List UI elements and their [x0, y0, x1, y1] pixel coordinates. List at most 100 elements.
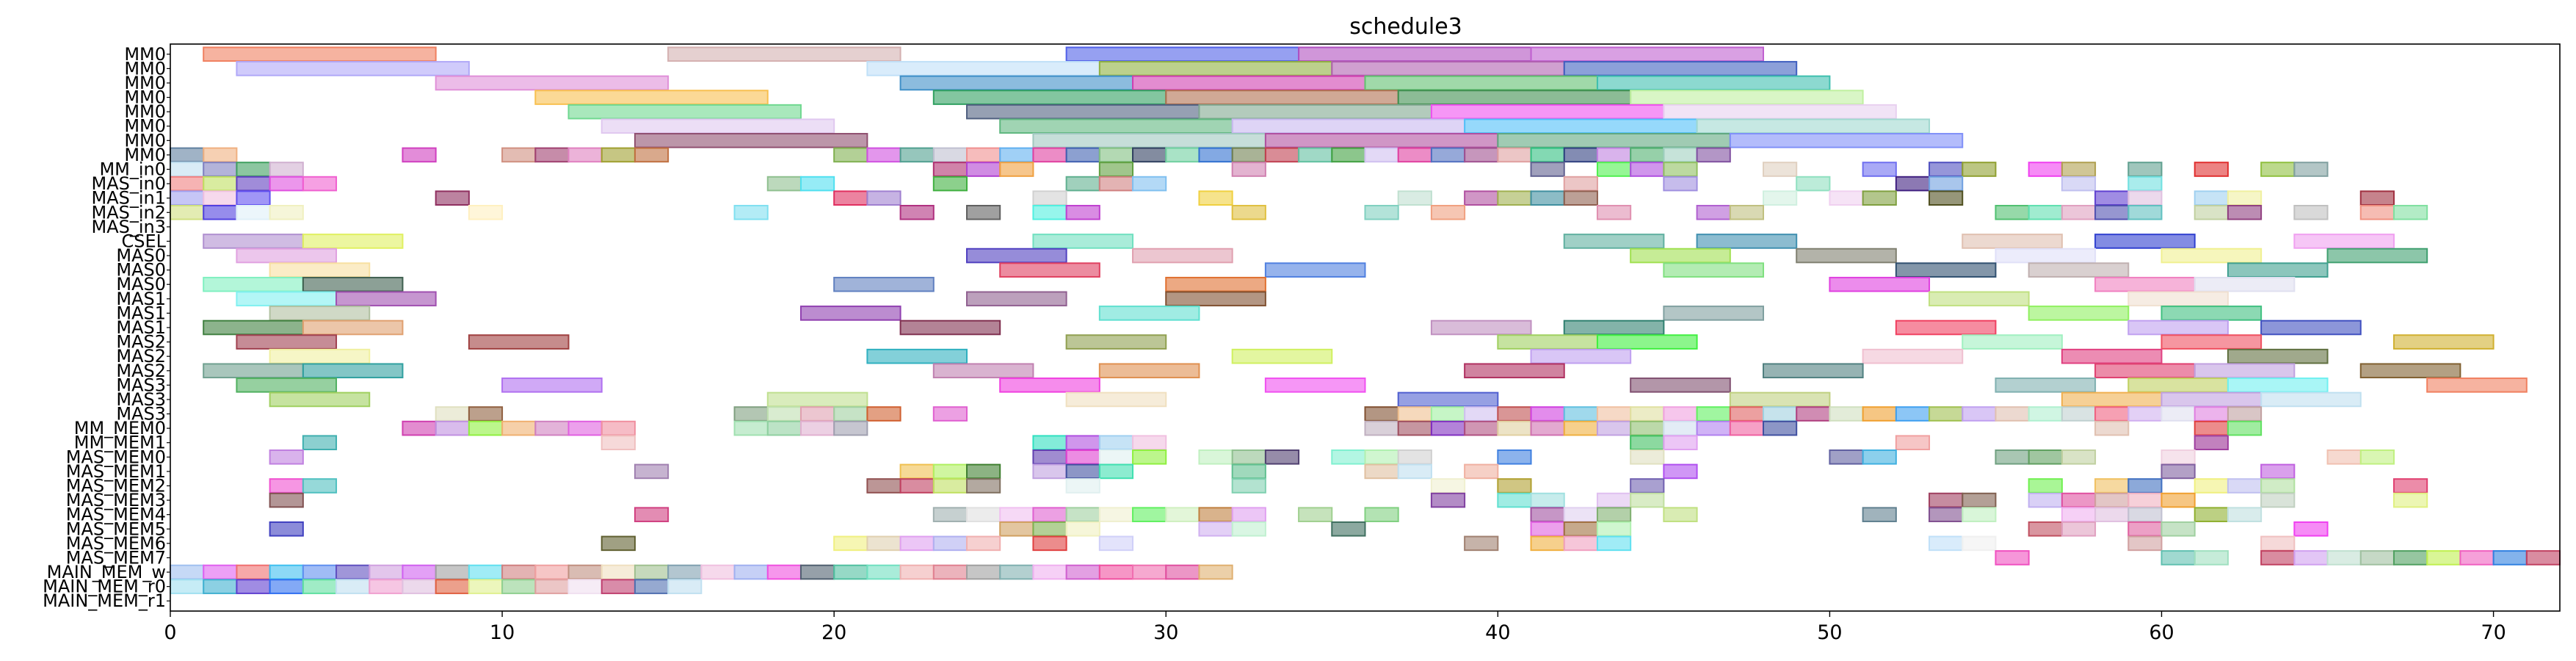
task-bar [2228, 479, 2261, 493]
task-bar [170, 162, 203, 176]
task-bar [1564, 62, 1796, 76]
task-bar [1929, 494, 1962, 508]
task-bar [2294, 522, 2327, 536]
task-bar [967, 292, 1067, 306]
task-bar [834, 278, 934, 292]
task-bar [934, 465, 967, 479]
task-bar [2195, 191, 2228, 205]
task-bar [1166, 148, 1199, 162]
task-bar [768, 177, 801, 191]
task-bar [1531, 191, 1564, 205]
task-bar [1398, 407, 1432, 421]
task-bar [1630, 479, 1663, 493]
task-bar [502, 566, 535, 579]
task-bar [2228, 263, 2328, 277]
task-bar [1398, 148, 1432, 162]
task-bar [1630, 90, 1862, 104]
task-bar [502, 422, 535, 436]
task-bar [1398, 465, 1432, 479]
task-bar [303, 234, 403, 248]
task-bar [203, 177, 236, 191]
task-bar [1663, 177, 1697, 191]
task-bar [1663, 436, 1697, 449]
task-bar [236, 177, 269, 191]
task-bar [668, 566, 701, 579]
task-bar [569, 422, 602, 436]
task-bar [901, 148, 934, 162]
task-bar [2195, 508, 2228, 521]
task-bar [270, 306, 370, 320]
task-bar [1033, 522, 1066, 536]
task-bar [1100, 162, 1133, 176]
task-bar [2195, 162, 2228, 176]
task-bar [270, 522, 303, 536]
task-bar [303, 177, 336, 191]
task-bar [1962, 162, 1995, 176]
task-bar [369, 579, 402, 593]
task-bar [2128, 162, 2161, 176]
task-bar [2062, 177, 2095, 191]
task-bar [635, 508, 668, 521]
task-bar [901, 479, 934, 493]
task-bar [2261, 465, 2294, 479]
task-bar [1398, 90, 1630, 104]
task-bar [1498, 422, 1531, 436]
task-bar [236, 335, 336, 349]
task-bar [1531, 508, 1564, 521]
task-bar [1597, 76, 1829, 90]
task-bar [1995, 249, 2095, 263]
task-bar [1962, 335, 2062, 349]
task-bar [1465, 148, 1498, 162]
row-label: MAIN_MEM_r1 [43, 590, 166, 611]
task-bar [1465, 364, 1564, 378]
task-bar [469, 422, 502, 436]
task-bar [1033, 436, 1066, 449]
task-bar [1829, 191, 1862, 205]
task-bar [1995, 407, 2028, 421]
task-bar [1531, 47, 1763, 61]
task-bar [1067, 206, 1100, 220]
task-bar [2062, 206, 2095, 220]
task-bar [635, 579, 668, 593]
task-bar [1531, 407, 1564, 421]
task-bar [934, 90, 1166, 104]
task-bar [1962, 537, 1995, 551]
task-bar [2228, 191, 2261, 205]
task-bar [701, 566, 734, 579]
task-bar [236, 206, 269, 220]
task-bar [602, 537, 635, 551]
task-bar [1233, 148, 1266, 162]
task-bar [1033, 234, 1133, 248]
x-tick-label: 60 [2149, 621, 2174, 644]
task-bar [1531, 162, 1564, 176]
task-bar [668, 47, 900, 61]
task-bar [1465, 422, 1498, 436]
task-bar [1365, 206, 1398, 220]
task-bar [1995, 206, 2028, 220]
task-bar [1166, 292, 1266, 306]
task-bar [2162, 335, 2262, 349]
task-bar [2427, 378, 2527, 392]
task-bar [1033, 206, 1066, 220]
task-bar [2328, 551, 2361, 565]
task-bar [402, 148, 435, 162]
task-bar [2128, 292, 2228, 306]
task-bar [2095, 234, 2195, 248]
task-bar [1531, 537, 1564, 551]
task-bar [236, 579, 269, 593]
task-bar [801, 177, 834, 191]
task-bar [1067, 393, 1167, 407]
task-bar [801, 407, 834, 421]
task-bar [967, 249, 1067, 263]
task-bar [2195, 206, 2228, 220]
task-bar [635, 134, 867, 148]
task-bar [2029, 306, 2129, 320]
task-bar [436, 566, 469, 579]
task-bar [170, 177, 203, 191]
task-bar [402, 422, 435, 436]
task-bar [402, 579, 435, 593]
task-bar [2062, 508, 2095, 521]
task-bar [1663, 508, 1697, 521]
task-bar [1199, 522, 1232, 536]
